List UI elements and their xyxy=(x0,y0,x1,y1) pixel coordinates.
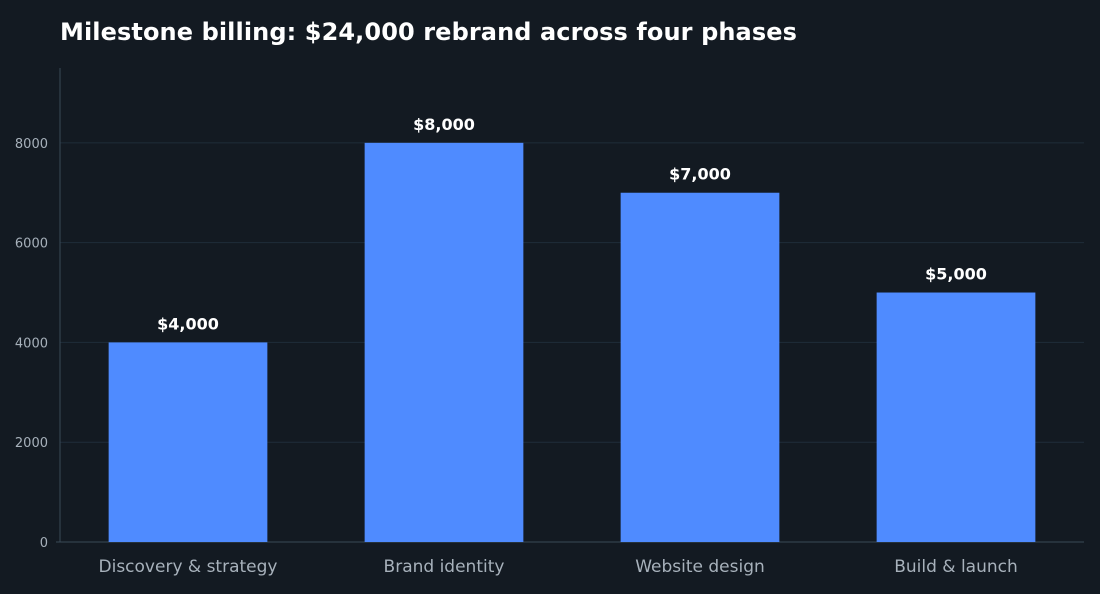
bar xyxy=(620,192,780,542)
y-tick-label: 0 xyxy=(40,536,48,551)
y-tick-label: 6000 xyxy=(15,237,48,252)
chart-title: Milestone billing: $24,000 rebrand acros… xyxy=(60,18,797,46)
bar-value-label: $4,000 xyxy=(157,314,219,333)
y-tick-label: 2000 xyxy=(15,436,48,451)
x-tick-label: Brand identity xyxy=(384,557,505,577)
y-tick-label: 4000 xyxy=(15,336,48,351)
bar-value-label: $7,000 xyxy=(669,165,731,184)
x-tick-label: Website design xyxy=(635,557,765,577)
bar-value-label: $5,000 xyxy=(925,265,987,284)
bar xyxy=(108,342,268,542)
x-tick-label: Build & launch xyxy=(894,557,1018,577)
y-tick-label: 8000 xyxy=(15,137,48,152)
bar-value-label: $8,000 xyxy=(413,115,475,134)
bar xyxy=(364,142,524,542)
x-tick-label: Discovery & strategy xyxy=(99,557,278,577)
bar xyxy=(876,292,1036,542)
